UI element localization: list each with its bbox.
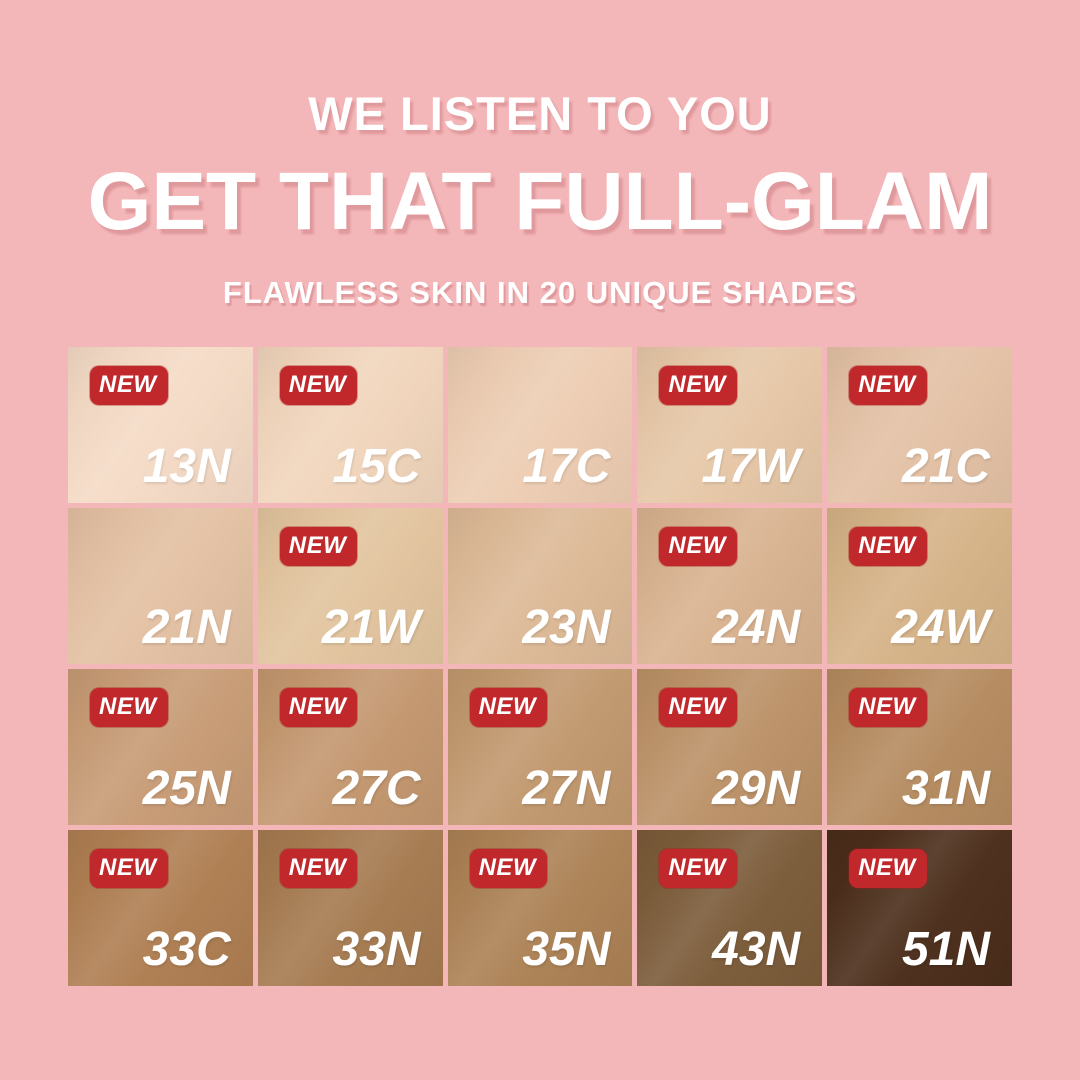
shade-label: 17W: [701, 440, 801, 493]
new-badge: NEW: [849, 688, 927, 727]
shade-label: 27C: [332, 762, 421, 815]
header-tagline: FLAWLESS SKIN IN 20 UNIQUE SHADES: [222, 275, 858, 310]
shade-label: 33N: [332, 923, 421, 976]
new-badge: NEW: [849, 849, 927, 888]
shade-label: 33C: [142, 923, 231, 976]
new-badge: NEW: [849, 527, 927, 566]
shade-label: 51N: [901, 923, 990, 976]
shade-label: 24W: [891, 601, 990, 654]
shade-tile: NEW 35N: [447, 830, 633, 986]
new-badge: NEW: [849, 366, 927, 405]
shade-label: 17C: [522, 440, 611, 493]
shade-label: 43N: [712, 923, 801, 976]
shade-tile: NEW 27N: [447, 669, 633, 825]
shade-label: 27N: [522, 762, 611, 815]
new-badge: NEW: [279, 527, 358, 566]
shade-label: 24N: [712, 601, 801, 654]
shade-tile: NEW 31N: [827, 669, 1012, 825]
new-badge: NEW: [90, 366, 168, 405]
shade-tile: NEW 29N: [637, 669, 823, 825]
shade-tile: NEW 13N: [68, 347, 253, 503]
new-badge: NEW: [659, 527, 737, 566]
header: WE LISTEN TO YOU GET THAT FULL-GLAM FLAW…: [0, 0, 1080, 311]
shade-label: 15C: [332, 440, 421, 493]
new-badge: NEW: [90, 849, 168, 888]
shade-tile: NEW 25N: [68, 669, 253, 825]
new-badge: NEW: [659, 366, 737, 405]
shade-label: 21W: [321, 601, 421, 654]
shade-tile: 21N: [68, 508, 253, 664]
shade-tile: NEW 24N: [637, 508, 823, 664]
shade-tile: 23N: [447, 508, 633, 664]
shade-label: 35N: [522, 923, 611, 976]
shade-tile: NEW 21W: [257, 508, 443, 664]
new-badge: NEW: [279, 849, 358, 888]
header-subtitle: WE LISTEN TO YOU: [308, 87, 772, 140]
shade-tile: NEW 15C: [257, 347, 443, 503]
shade-label: 13N: [142, 440, 231, 493]
new-badge: NEW: [279, 688, 358, 727]
shade-tile: NEW 24W: [827, 508, 1012, 664]
shade-label: 23N: [522, 601, 611, 654]
new-badge: NEW: [279, 366, 358, 405]
shade-tile: NEW 51N: [827, 830, 1012, 986]
new-badge: NEW: [469, 849, 548, 888]
new-badge: NEW: [659, 688, 737, 727]
shade-label: 21N: [142, 601, 231, 654]
shade-tile: NEW 33N: [257, 830, 443, 986]
shade-label: 31N: [901, 762, 990, 815]
header-title: GET THAT FULL-GLAM: [87, 156, 993, 247]
shade-label: 21C: [901, 440, 990, 493]
shade-grid: NEW 13N NEW 15C 17C NEW 17W NEW 21C 21N …: [68, 347, 1012, 986]
shade-tile: NEW 17W: [637, 347, 823, 503]
shade-tile: NEW 43N: [637, 830, 823, 986]
new-badge: NEW: [659, 849, 737, 888]
shade-tile: NEW 27C: [257, 669, 443, 825]
shade-label: 25N: [142, 762, 231, 815]
shade-label: 29N: [712, 762, 801, 815]
new-badge: NEW: [90, 688, 168, 727]
shade-tile: 17C: [447, 347, 633, 503]
shade-tile: NEW 21C: [827, 347, 1012, 503]
new-badge: NEW: [469, 688, 548, 727]
shade-tile: NEW 33C: [68, 830, 253, 986]
